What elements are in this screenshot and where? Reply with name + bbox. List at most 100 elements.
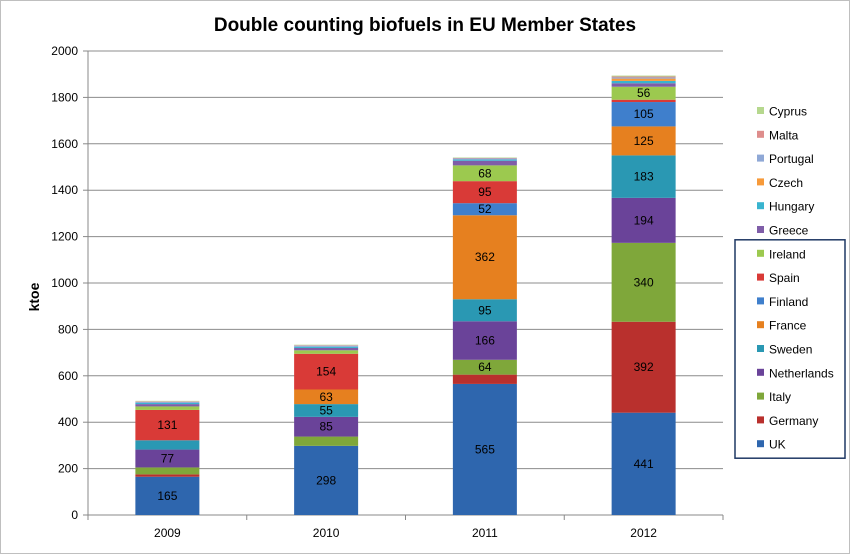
y-tick-label: 1000 — [51, 276, 78, 290]
bar-segment — [294, 436, 359, 446]
data-label: 298 — [316, 473, 336, 487]
legend-swatch — [757, 107, 764, 114]
legend-swatch — [757, 345, 764, 352]
data-label: 131 — [157, 418, 177, 432]
data-label: 77 — [161, 452, 175, 466]
bar-segment — [135, 404, 200, 407]
bar-segment — [452, 321, 517, 360]
y-tick-label: 2000 — [51, 44, 78, 58]
data-label: 55 — [319, 403, 333, 417]
bar-segment — [611, 83, 676, 87]
chart-title: Double counting biofuels in EU Member St… — [214, 15, 636, 36]
legend-swatch — [757, 392, 764, 400]
data-label: 64 — [478, 360, 492, 374]
bar-segment — [294, 347, 359, 351]
x-tick-label: 2012 — [630, 526, 657, 540]
y-tick-label: 1200 — [51, 230, 78, 244]
y-tick-label: 400 — [58, 415, 78, 429]
data-label: 362 — [475, 250, 495, 264]
bar-segment — [135, 406, 200, 410]
legend-swatch — [757, 297, 764, 305]
bar-segment — [294, 350, 359, 354]
x-tick-label: 2010 — [313, 526, 340, 540]
legend-label: Malta — [769, 128, 799, 142]
data-label: 340 — [634, 275, 654, 289]
bar-segment — [452, 374, 517, 384]
legend-label: Ireland — [769, 247, 806, 261]
bar-segment — [135, 440, 200, 450]
bar-segment — [611, 80, 676, 84]
legend-label: Cyprus — [769, 105, 807, 119]
data-label: 125 — [634, 134, 654, 148]
legend-swatch — [757, 226, 764, 233]
bar-segment — [294, 445, 359, 515]
bar-segment — [452, 299, 517, 322]
data-label: 392 — [634, 360, 654, 374]
data-label: 68 — [478, 166, 492, 180]
legend-swatch — [757, 273, 764, 281]
data-label: 95 — [478, 185, 492, 199]
data-label: 565 — [475, 442, 495, 456]
bar-segment — [611, 197, 676, 243]
legend-swatch — [757, 440, 764, 448]
legend-label: UK — [769, 438, 786, 452]
bar-segment — [135, 476, 200, 515]
data-label: 165 — [157, 489, 177, 503]
legend-label: Spain — [769, 271, 800, 285]
bar-segment — [611, 102, 676, 127]
legend-label: Hungary — [769, 200, 814, 214]
bar-segment — [611, 412, 676, 515]
x-axis: 2009 2010 2011 2012 — [87, 515, 724, 540]
data-label: 194 — [634, 213, 654, 227]
bar-segment — [294, 416, 359, 437]
y-tick-label: 0 — [71, 508, 78, 522]
legend-swatch — [757, 249, 764, 257]
data-label: 105 — [634, 107, 654, 121]
data-label: 441 — [634, 457, 654, 471]
data-label: 56 — [637, 86, 651, 100]
bar-segment — [611, 86, 676, 100]
legend-label: France — [769, 319, 807, 333]
bar-segment — [452, 203, 517, 216]
y-tick-label: 200 — [58, 462, 78, 476]
data-label: 52 — [478, 202, 492, 216]
bar-segment — [452, 160, 517, 166]
bar-segment — [294, 345, 359, 347]
bar-segment — [135, 467, 200, 475]
x-tick-label: 2009 — [154, 526, 181, 540]
data-label: 166 — [475, 334, 495, 348]
bar-segment — [611, 78, 676, 81]
bar-segment — [611, 99, 676, 103]
y-tick-label: 800 — [58, 322, 78, 336]
legend-swatch — [757, 154, 764, 162]
bar-segment — [611, 321, 676, 413]
bar-segment — [294, 389, 359, 405]
data-label: 154 — [316, 365, 336, 379]
legend-swatch — [757, 321, 764, 329]
legend-label: Czech — [769, 176, 803, 190]
bar-segment — [135, 402, 200, 405]
bar-segment — [452, 359, 517, 375]
y-tick-label: 1400 — [51, 183, 78, 197]
legend-swatch — [757, 178, 764, 186]
bar-segment — [611, 76, 676, 78]
y-tick-label: 1800 — [51, 90, 78, 104]
bar-segment — [452, 215, 517, 300]
legend-label: Sweden — [769, 343, 812, 357]
legend-swatch — [757, 130, 764, 138]
data-label: 183 — [634, 170, 654, 184]
data-label: 85 — [319, 420, 333, 434]
legend-label: Portugal — [769, 152, 814, 166]
legend-highlight-box — [734, 239, 846, 459]
bar-segment — [452, 181, 517, 204]
bar-segment — [452, 158, 517, 160]
bar-segment — [611, 126, 676, 156]
legend: Cyprus Malta Portugal Czech Hungary Greece Ire… — [734, 105, 846, 459]
legend-swatch — [757, 416, 764, 424]
bar-segment — [452, 165, 517, 182]
legend-label: Finland — [769, 295, 808, 309]
bar-segment — [452, 383, 517, 515]
legend-swatch — [757, 368, 764, 376]
